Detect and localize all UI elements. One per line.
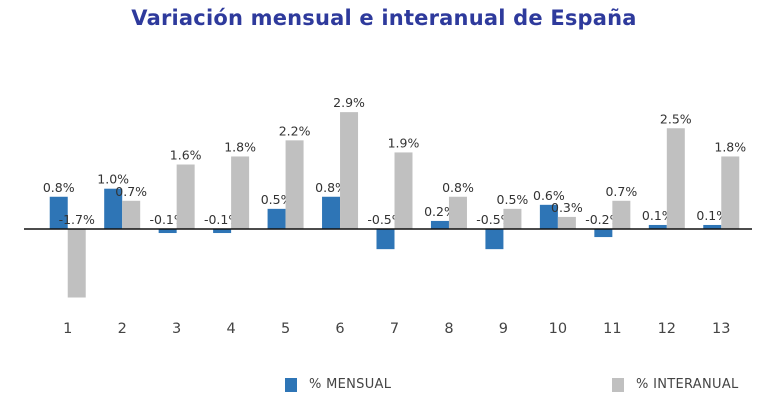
bar-interanual-4 [231,156,250,229]
bar-mensual-10 [539,204,558,229]
x-tick-label-7: 7 [390,321,399,337]
x-tick-label-10: 10 [549,321,567,337]
data-label-interanual-12: 2.5% [660,111,692,126]
bar-mensual-9 [485,229,504,250]
data-label-interanual-8: 0.8% [442,180,474,195]
data-label-interanual-6: 2.9% [333,95,365,110]
bar-interanual-12 [666,128,685,229]
legend-label-mensual: % MENSUAL [309,377,392,392]
x-tick-label-12: 12 [658,321,676,337]
bar-interanual-11 [612,200,631,229]
x-tick-label-11: 11 [603,321,621,337]
bar-mensual-12 [648,224,667,229]
bar-mensual-1 [49,196,68,229]
data-label-interanual-5: 2.2% [279,123,311,138]
data-label-mensual-10: 0.6% [533,188,565,203]
x-tick-label-5: 5 [281,321,290,337]
x-tick-label-1: 1 [63,321,72,337]
bar-mensual-4 [213,229,232,234]
legend-item-mensual: % MENSUAL [285,377,391,392]
bar-interanual-5 [285,140,304,229]
bar-mensual-13 [703,224,722,229]
bar-mensual-11 [594,229,613,238]
data-label-interanual-7: 1.9% [388,135,420,150]
bar-mensual-5 [267,208,286,229]
data-label-interanual-1: -1.7% [59,212,95,227]
data-label-interanual-9: 0.5% [497,192,529,207]
data-label-mensual-2: 1.0% [97,172,129,187]
bar-mensual-6 [322,196,341,229]
x-tick-label-3: 3 [172,321,181,337]
data-label-mensual-12: 0.1% [642,208,674,223]
bar-interanual-2 [122,200,141,229]
legend-label-interanual: % INTERANUAL [636,377,739,392]
data-label-mensual-5: 0.5% [261,192,293,207]
data-label-interanual-11: 0.7% [605,184,637,199]
x-tick-label-2: 2 [118,321,127,337]
bar-interanual-7 [394,152,413,229]
legend-swatch-mensual [285,377,297,392]
bar-mensual-3 [158,229,177,234]
bar-mensual-7 [376,229,395,250]
data-label-mensual-8: 0.2% [424,204,456,219]
x-tick-label-4: 4 [226,321,235,337]
data-label-interanual-13: 1.8% [714,139,746,154]
bar-interanual-6 [340,112,359,229]
data-label-interanual-10: 0.3% [551,200,583,215]
legend-swatch-interanual [612,377,624,392]
bar-interanual-8 [448,196,467,229]
data-label-interanual-3: 1.6% [170,148,202,163]
chart-title: Variación mensual e interanual de España [131,6,637,30]
bar-interanual-13 [721,156,740,229]
x-tick-label-8: 8 [444,321,453,337]
data-label-mensual-6: 0.8% [315,180,347,195]
bar-interanual-1 [67,229,86,298]
data-label-interanual-2: 0.7% [115,184,147,199]
bar-interanual-9 [503,208,522,229]
x-tick-label-6: 6 [335,321,344,337]
legend-item-interanual: % INTERANUAL [612,377,739,392]
data-label-mensual-13: 0.1% [696,208,728,223]
x-tick-label-9: 9 [499,321,508,337]
bar-mensual-2 [104,188,123,229]
x-tick-label-13: 13 [712,321,730,337]
data-label-mensual-1: 0.8% [43,180,75,195]
bar-mensual-8 [430,220,449,229]
bar-interanual-3 [176,164,195,229]
bar-interanual-10 [557,216,576,229]
data-label-interanual-4: 1.8% [224,139,256,154]
